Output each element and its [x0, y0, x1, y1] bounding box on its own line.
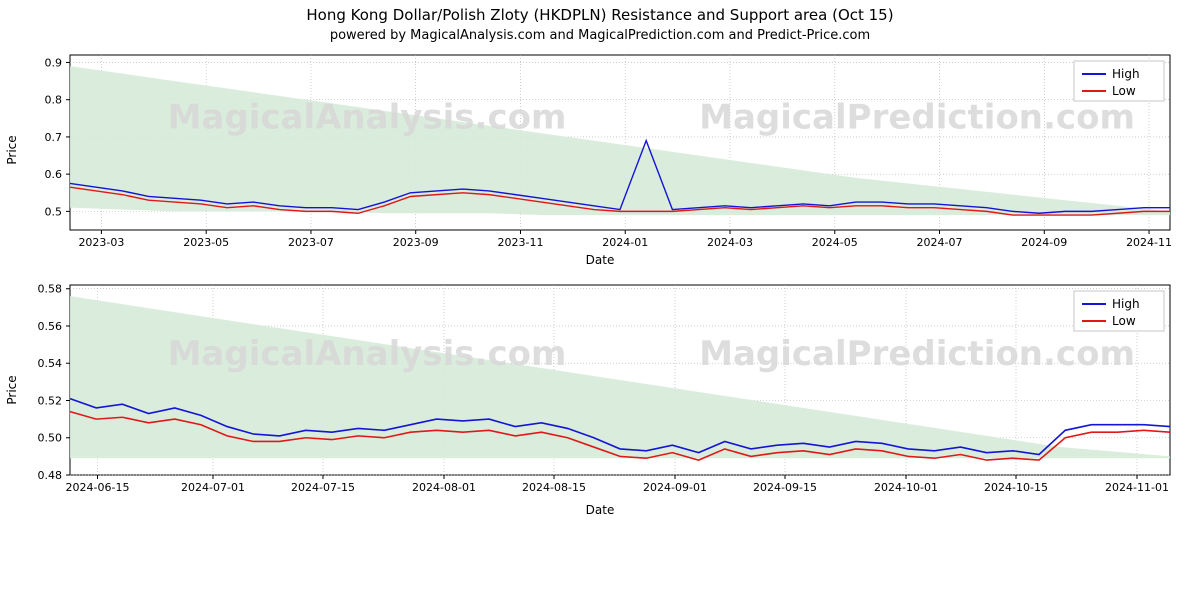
svg-text:2023-05: 2023-05 [183, 236, 229, 249]
svg-text:2023-09: 2023-09 [393, 236, 439, 249]
svg-text:2024-08-15: 2024-08-15 [522, 481, 586, 494]
x-axis-label-bottom: Date [0, 503, 1200, 517]
svg-text:0.5: 0.5 [45, 205, 63, 218]
y-axis-label-top: Price [5, 135, 19, 164]
svg-text:High: High [1112, 297, 1140, 311]
svg-text:2024-11: 2024-11 [1126, 236, 1172, 249]
svg-text:MagicalAnalysis.com: MagicalAnalysis.com [168, 334, 567, 374]
svg-text:0.7: 0.7 [45, 131, 63, 144]
svg-text:2024-09: 2024-09 [1021, 236, 1067, 249]
svg-text:Low: Low [1112, 314, 1136, 328]
svg-text:2024-06-15: 2024-06-15 [66, 481, 130, 494]
svg-text:0.58: 0.58 [38, 283, 63, 296]
svg-text:MagicalPrediction.com: MagicalPrediction.com [699, 98, 1135, 138]
svg-text:0.6: 0.6 [45, 168, 63, 181]
svg-text:0.52: 0.52 [38, 394, 63, 407]
svg-text:High: High [1112, 67, 1140, 81]
svg-text:2023-11: 2023-11 [497, 236, 543, 249]
svg-text:2024-09-01: 2024-09-01 [643, 481, 707, 494]
y-axis-label-bottom: Price [5, 375, 19, 404]
svg-text:2024-01: 2024-01 [602, 236, 648, 249]
chart-top: 0.5 0.6 0.7 0.8 0.9 2023-03 2023-05 2023-07 2023… [0, 45, 1200, 255]
chart-bottom: 0.48 0.50 0.52 0.54 0.56 0.58 2024-06-15 2024-0… [0, 275, 1200, 505]
svg-text:2024-07-15: 2024-07-15 [291, 481, 355, 494]
svg-text:2024-09-15: 2024-09-15 [753, 481, 817, 494]
svg-text:2024-10-01: 2024-10-01 [874, 481, 938, 494]
svg-text:2024-07: 2024-07 [917, 236, 963, 249]
chart-bottom-wrap: Price 0.48 0.50 0.52 0.54 0.56 0.58 2024-06-15… [0, 275, 1200, 505]
svg-text:0.48: 0.48 [38, 469, 63, 482]
svg-text:2024-05: 2024-05 [812, 236, 858, 249]
svg-text:0.8: 0.8 [45, 94, 63, 107]
svg-text:2023-07: 2023-07 [288, 236, 334, 249]
svg-text:MagicalPrediction.com: MagicalPrediction.com [699, 334, 1135, 374]
chart-top-wrap: Price 0.5 0.6 0.7 0.8 0.9 2023-03 2023-05 2023-… [0, 45, 1200, 255]
svg-text:0.50: 0.50 [38, 432, 63, 445]
svg-text:0.9: 0.9 [45, 56, 63, 69]
chart-title: Hong Kong Dollar/Polish Zloty (HKDPLN) R… [0, 0, 1200, 24]
svg-text:MagicalAnalysis.com: MagicalAnalysis.com [168, 98, 567, 138]
svg-text:2024-07-01: 2024-07-01 [181, 481, 245, 494]
svg-text:2024-11-01: 2024-11-01 [1105, 481, 1169, 494]
svg-text:2023-03: 2023-03 [78, 236, 124, 249]
svg-text:Low: Low [1112, 84, 1136, 98]
svg-text:0.56: 0.56 [38, 320, 63, 333]
x-axis-label-top: Date [0, 253, 1200, 267]
svg-text:2024-08-01: 2024-08-01 [412, 481, 476, 494]
chart-subtitle: powered by MagicalAnalysis.com and Magic… [0, 24, 1200, 45]
svg-text:2024-03: 2024-03 [707, 236, 753, 249]
svg-text:2024-10-15: 2024-10-15 [984, 481, 1048, 494]
svg-text:0.54: 0.54 [38, 357, 63, 370]
